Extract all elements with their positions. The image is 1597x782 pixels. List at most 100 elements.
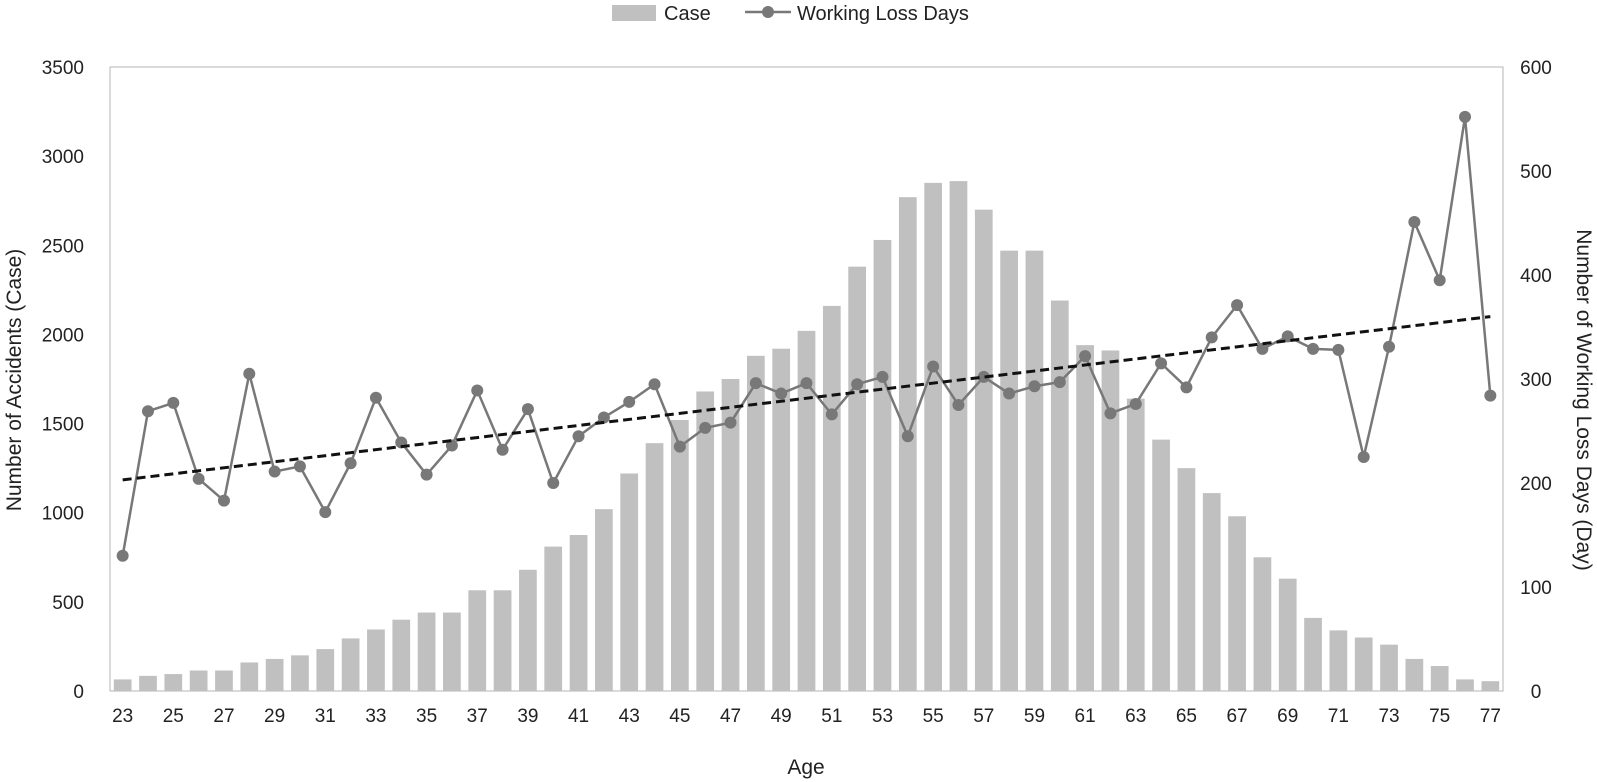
bar-case: [1000, 250, 1018, 691]
x-tick-label: 59: [1024, 706, 1045, 727]
bar-case: [189, 670, 208, 691]
working-loss-days-point: [445, 439, 458, 452]
bar-case: [1304, 617, 1322, 691]
x-tick-label: 43: [619, 706, 640, 727]
bar-case: [645, 443, 664, 691]
x-tick-label: 25: [163, 706, 184, 727]
bar-case: [113, 679, 132, 691]
bar-case: [949, 181, 968, 691]
bar-case: [1076, 345, 1094, 691]
working-loss-days-point: [775, 387, 788, 400]
working-loss-days-point: [1484, 389, 1497, 402]
x-tick-label: 63: [1125, 706, 1146, 727]
working-loss-days-point: [1155, 357, 1168, 370]
working-loss-days-series: [116, 110, 1497, 562]
y-left-tick-label: 2500: [42, 236, 84, 257]
working-loss-days-point: [319, 506, 332, 519]
x-tick-label: 61: [1075, 706, 1096, 727]
working-loss-days-point: [1433, 274, 1446, 287]
bar-case: [822, 305, 841, 691]
x-tick-label: 37: [467, 706, 488, 727]
working-loss-days-point: [825, 408, 838, 421]
working-loss-days-point: [420, 468, 433, 481]
x-tick-label: 51: [821, 706, 842, 727]
bar-case: [341, 638, 360, 691]
working-loss-days-point: [724, 416, 737, 429]
y-left-tick-label: 1000: [42, 504, 84, 525]
working-loss-days-point: [1332, 343, 1345, 356]
working-loss-days-point: [167, 396, 180, 409]
bar-case: [316, 649, 335, 691]
x-tick-label: 57: [973, 706, 994, 727]
x-tick-label: 29: [264, 706, 285, 727]
bar-case: [974, 209, 993, 691]
bar-case: [1278, 578, 1297, 691]
working-loss-days-point: [1180, 381, 1193, 394]
working-loss-days-point: [572, 430, 585, 443]
working-loss-days-point: [851, 378, 864, 391]
working-loss-days-point: [1357, 451, 1370, 463]
working-loss-days-point: [243, 367, 256, 380]
y-right-tick-label: 300: [1520, 370, 1552, 391]
bar-case: [696, 391, 715, 691]
working-loss-days-point: [293, 460, 306, 473]
bar-case: [1050, 300, 1069, 691]
bar-case: [898, 197, 917, 691]
legend: Case Working Loss Days: [612, 3, 969, 25]
working-loss-days-point: [1383, 340, 1396, 353]
x-tick-label: 67: [1226, 706, 1247, 727]
working-loss-days-point: [1104, 407, 1117, 420]
x-tick-label: 75: [1429, 706, 1450, 727]
working-loss-days-point: [116, 549, 129, 562]
bar-case: [215, 670, 233, 691]
bar-case: [1025, 250, 1044, 691]
bar-case: [291, 655, 309, 691]
working-loss-days-point: [800, 377, 813, 390]
legend-case-label: Case: [664, 3, 711, 25]
bar-case: [1152, 439, 1170, 691]
bar-case: [1177, 468, 1196, 691]
working-loss-days-point: [268, 465, 281, 478]
working-loss-days-point: [471, 384, 484, 397]
bar-case: [443, 612, 461, 691]
bar-case: [240, 662, 259, 691]
case-bars: [113, 181, 1500, 691]
x-tick-label: 45: [669, 706, 690, 727]
working-loss-days-point: [623, 395, 636, 408]
working-loss-days-point: [1079, 350, 1092, 363]
y-left-tick-label: 3500: [42, 58, 84, 79]
working-loss-days-point: [876, 370, 889, 383]
x-tick-label: 47: [720, 706, 741, 727]
bar-case: [1329, 630, 1348, 691]
working-loss-days-point: [344, 457, 357, 470]
bar-case: [797, 330, 816, 691]
working-loss-days-point: [648, 378, 661, 391]
x-axis-title: Age: [787, 756, 824, 779]
legend-days-marker: [762, 6, 774, 18]
x-tick-label: 69: [1277, 706, 1298, 727]
y-right-tick-label: 0: [1531, 682, 1542, 703]
bar-case: [265, 658, 284, 691]
x-tick-label: 27: [213, 706, 234, 727]
x-tick-label: 39: [517, 706, 538, 727]
working-loss-days-point: [521, 403, 534, 416]
trendline-group: [122, 315, 1491, 482]
bar-case: [1481, 681, 1500, 691]
right-axis-ticks: 0 100 200 300 400 500 600: [1520, 58, 1552, 703]
x-tick-label: 33: [365, 706, 386, 727]
y-right-tick-label: 100: [1520, 578, 1552, 599]
left-axis-ticks: 0 500 1000 1500 2000 2500 3000 3500: [42, 58, 84, 703]
working-loss-days-point: [1028, 380, 1041, 393]
y-right-tick-label: 600: [1520, 58, 1552, 79]
y-axis-right-title: Number of Working Loss Days (Day): [1572, 229, 1595, 571]
x-tick-label: 65: [1176, 706, 1197, 727]
bar-case: [595, 509, 613, 691]
bar-case: [772, 348, 791, 691]
x-tick-label: 35: [416, 706, 437, 727]
working-loss-days-point: [699, 421, 712, 434]
working-loss-days-point: [927, 360, 940, 373]
x-tick-label: 73: [1378, 706, 1399, 727]
working-loss-days-point: [1053, 376, 1066, 389]
working-loss-days-point: [217, 494, 230, 507]
